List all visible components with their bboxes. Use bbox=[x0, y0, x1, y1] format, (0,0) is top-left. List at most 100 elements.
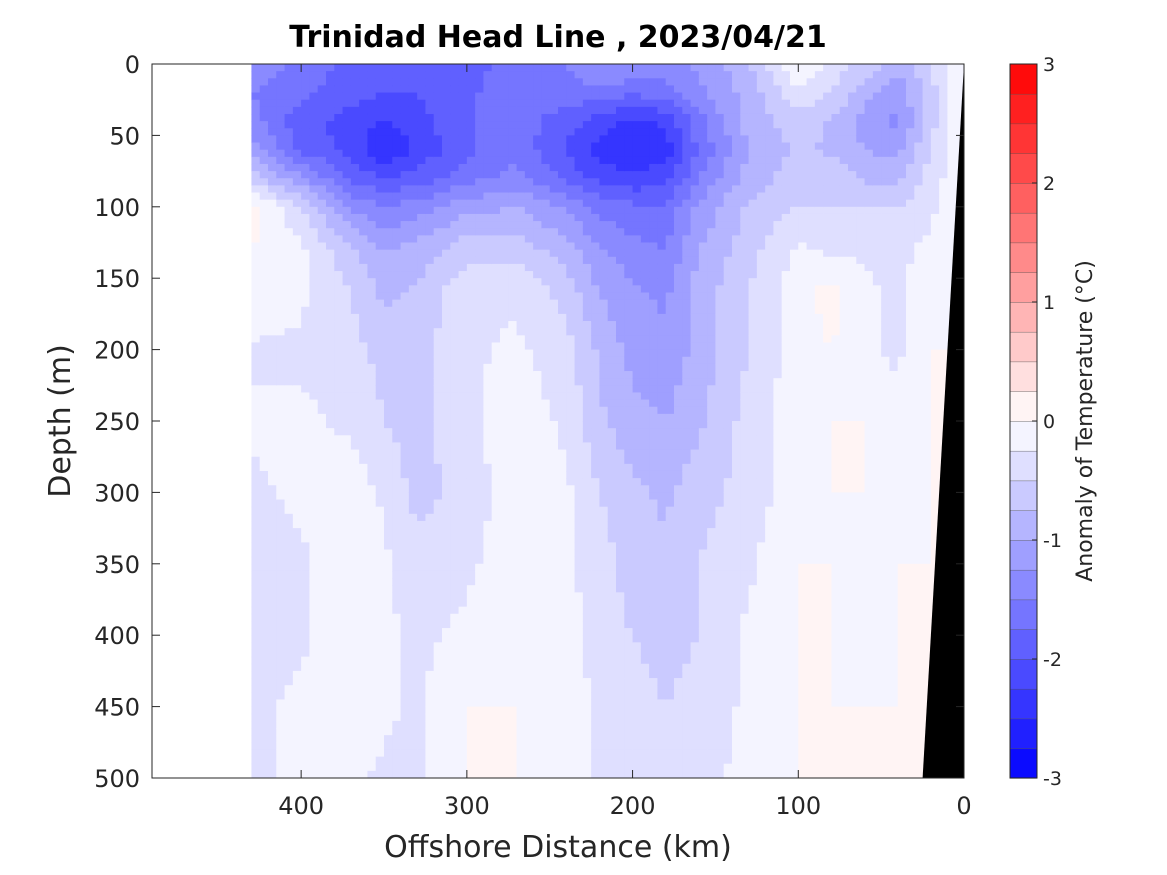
heatmap-cell bbox=[599, 628, 609, 636]
heatmap-cell bbox=[558, 720, 567, 729]
heatmap-cell bbox=[558, 242, 567, 251]
heatmap-cell bbox=[384, 506, 393, 515]
heatmap-cell bbox=[533, 378, 543, 386]
heatmap-cell bbox=[334, 285, 344, 294]
heatmap-cell bbox=[400, 213, 410, 222]
heatmap-cell bbox=[458, 763, 468, 772]
heatmap-cell bbox=[433, 342, 443, 351]
heatmap-cell bbox=[500, 149, 509, 158]
heatmap-cell bbox=[359, 199, 369, 208]
heatmap-cell bbox=[284, 606, 294, 615]
heatmap-cell bbox=[342, 535, 352, 543]
heatmap-cell bbox=[276, 606, 286, 615]
heatmap-cell bbox=[350, 585, 360, 593]
heatmap-cell bbox=[326, 335, 335, 344]
heatmap-cell bbox=[450, 135, 460, 144]
heatmap-cell bbox=[392, 278, 402, 286]
heatmap-cell bbox=[533, 64, 543, 72]
heatmap-cell bbox=[599, 735, 609, 743]
heatmap-cell bbox=[632, 699, 642, 708]
heatmap-cell bbox=[558, 592, 567, 601]
heatmap-cell bbox=[259, 692, 269, 701]
heatmap-cell bbox=[442, 692, 451, 701]
heatmap-cell bbox=[251, 356, 261, 365]
heatmap-cell bbox=[640, 292, 650, 301]
heatmap-cell bbox=[326, 478, 335, 486]
heatmap-cell bbox=[558, 85, 567, 94]
heatmap-cell bbox=[516, 421, 526, 429]
heatmap-cell bbox=[301, 578, 311, 586]
heatmap-cell bbox=[582, 213, 592, 222]
heatmap-cell bbox=[524, 228, 534, 236]
heatmap-cell bbox=[458, 592, 468, 601]
heatmap-cell bbox=[657, 435, 667, 444]
heatmap-cell bbox=[350, 635, 360, 643]
heatmap-cell bbox=[549, 720, 559, 729]
heatmap-cell bbox=[657, 585, 667, 593]
heatmap-cell bbox=[334, 670, 344, 679]
heatmap-cell bbox=[284, 328, 294, 336]
heatmap-cell bbox=[458, 392, 468, 401]
heatmap-cell bbox=[317, 78, 327, 87]
heatmap-cell bbox=[591, 321, 601, 329]
heatmap-cell bbox=[558, 442, 567, 451]
heatmap-cell bbox=[251, 299, 261, 308]
heatmap-cell bbox=[475, 78, 485, 87]
heatmap-cell bbox=[375, 342, 385, 351]
heatmap-cell bbox=[624, 399, 634, 408]
heatmap-cell bbox=[317, 770, 327, 778]
heatmap-cell bbox=[500, 392, 509, 401]
heatmap-cell bbox=[276, 271, 286, 279]
heatmap-cell bbox=[433, 213, 443, 222]
heatmap-cell bbox=[276, 649, 286, 658]
heatmap-cell bbox=[549, 435, 559, 444]
heatmap-cell bbox=[309, 271, 319, 279]
heatmap-cell bbox=[342, 249, 352, 258]
heatmap-cell bbox=[251, 285, 261, 294]
heatmap-cell bbox=[284, 442, 294, 451]
heatmap-cell bbox=[400, 435, 410, 444]
heatmap-cell bbox=[425, 192, 435, 201]
heatmap-cell bbox=[309, 78, 319, 87]
heatmap-cell bbox=[284, 520, 294, 529]
heatmap-cell bbox=[516, 763, 526, 772]
heatmap-cell bbox=[566, 478, 576, 486]
heatmap-cell bbox=[450, 378, 460, 386]
heatmap-cell bbox=[317, 485, 327, 493]
heatmap-cell bbox=[334, 328, 344, 336]
heatmap-cell bbox=[268, 171, 277, 179]
heatmap-cell bbox=[450, 399, 460, 408]
heatmap-cell bbox=[640, 578, 650, 586]
heatmap-cell bbox=[292, 271, 302, 279]
heatmap-cell bbox=[566, 192, 576, 201]
heatmap-cell bbox=[508, 156, 518, 165]
heatmap-cell bbox=[500, 178, 509, 186]
heatmap-cell bbox=[292, 599, 302, 608]
heatmap-cell bbox=[301, 628, 311, 636]
heatmap-cell bbox=[541, 563, 551, 572]
heatmap-cell bbox=[251, 121, 261, 129]
heatmap-cell bbox=[309, 106, 319, 115]
heatmap-cell bbox=[640, 328, 650, 336]
heatmap-cell bbox=[301, 428, 311, 436]
heatmap-cell bbox=[491, 142, 501, 151]
heatmap-cell bbox=[309, 692, 319, 701]
heatmap-cell bbox=[425, 699, 435, 708]
heatmap-cell bbox=[574, 206, 584, 215]
heatmap-cell bbox=[442, 535, 451, 543]
heatmap-cell bbox=[549, 135, 559, 144]
heatmap-cell bbox=[574, 185, 584, 194]
heatmap-cell bbox=[516, 178, 526, 186]
heatmap-cell bbox=[516, 249, 526, 258]
heatmap-cell bbox=[549, 763, 559, 772]
heatmap-cell bbox=[524, 213, 534, 222]
heatmap-cell bbox=[276, 263, 286, 272]
heatmap-cell bbox=[607, 421, 617, 429]
heatmap-cell bbox=[309, 64, 319, 72]
heatmap-cell bbox=[384, 463, 393, 472]
heatmap-cell bbox=[616, 613, 625, 622]
heatmap-cell bbox=[475, 306, 485, 315]
heatmap-cell bbox=[433, 706, 443, 715]
heatmap-cell bbox=[649, 763, 659, 772]
heatmap-cell bbox=[259, 685, 269, 693]
